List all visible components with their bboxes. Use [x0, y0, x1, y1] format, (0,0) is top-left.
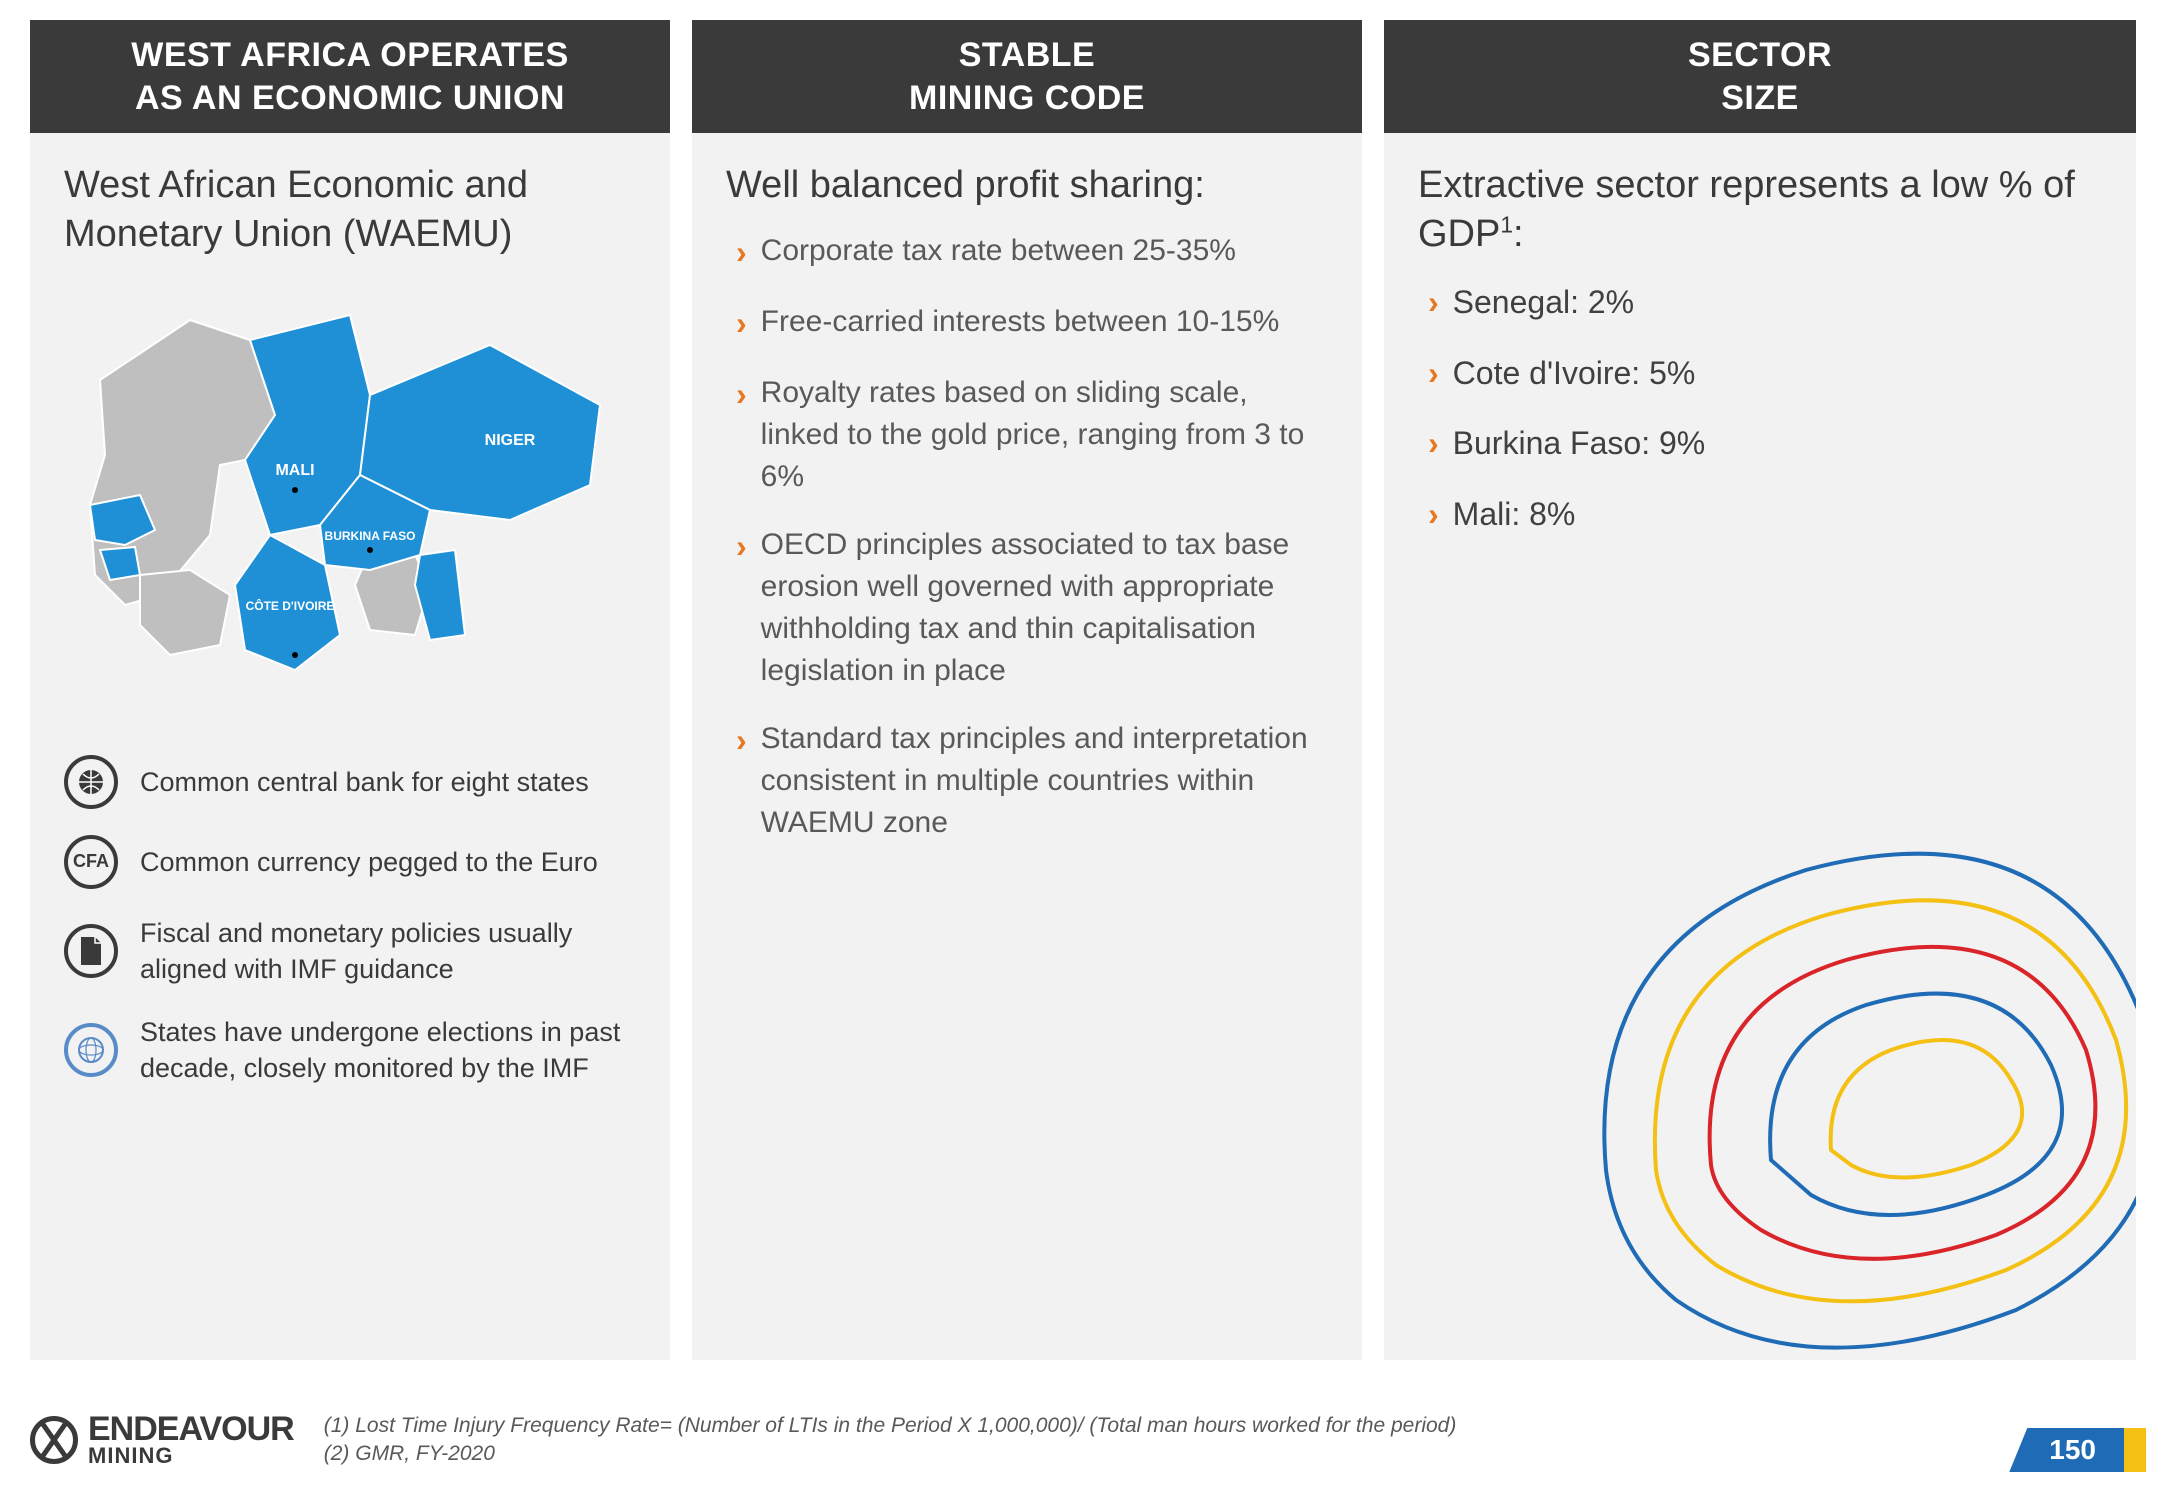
map-label-mali: MALI	[275, 462, 314, 479]
endeavour-logo: ENDEAVOUR MINING	[30, 1413, 294, 1466]
map-label-burkina: BURKINA FASO	[325, 529, 416, 543]
column-sector-size: SECTOR SIZE Extractive sector represents…	[1384, 20, 2136, 1360]
map-label-niger: NIGER	[485, 432, 536, 449]
map-dot	[292, 652, 298, 658]
map-dot	[367, 547, 373, 553]
page-number: 150	[2009, 1428, 2146, 1472]
bullet-text: Standard tax principles and interpretati…	[761, 718, 1328, 844]
globe2-icon	[64, 1023, 118, 1077]
chevron-icon: ›	[1428, 351, 1439, 396]
map-label-cote: CÔTE D'IVOIRE	[246, 598, 335, 613]
page-flag-accent	[2124, 1428, 2146, 1472]
col3-bullets: › Senegal: 2% › Cote d'Ivoire: 5% › Burkina…	[1418, 280, 2102, 537]
chevron-icon: ›	[736, 372, 747, 498]
col3-subtitle-text: Extractive sector represents a low % of …	[1418, 164, 2075, 255]
feature-text: States have undergone elections in past …	[140, 1014, 636, 1087]
document-icon	[64, 924, 118, 978]
footnote-line: (1) Lost Time Injury Frequency Rate= (Nu…	[324, 1412, 1457, 1440]
chevron-icon: ›	[736, 524, 747, 692]
map-neutral-3	[140, 570, 230, 655]
bullet-item: ›Royalty rates based on sliding scale, l…	[726, 372, 1328, 498]
bullet-item: › Mali: 8%	[1418, 492, 2102, 537]
bullet-item: › Cote d'Ivoire: 5%	[1418, 351, 2102, 396]
map-svg: NIGER MALI BURKINA FASO CÔTE D'IVOIRE	[70, 285, 630, 705]
cfa-icon: CFA	[64, 835, 118, 889]
feature-bank: Common central bank for eight states	[64, 755, 636, 809]
logo-bottom: MINING	[88, 1446, 294, 1467]
chevron-icon: ›	[736, 718, 747, 844]
chevron-icon: ›	[736, 230, 747, 275]
bullet-text: Senegal: 2%	[1453, 280, 1634, 325]
feature-text: Common currency pegged to the Euro	[140, 844, 598, 880]
col1-header: WEST AFRICA OPERATES AS AN ECONOMIC UNIO…	[30, 20, 670, 133]
logo-text: ENDEAVOUR MINING	[88, 1413, 294, 1466]
bullet-item: ›OECD principles associated to tax base …	[726, 524, 1328, 692]
globe-icon	[64, 755, 118, 809]
chevron-icon: ›	[1428, 280, 1439, 325]
bullet-text: Cote d'Ivoire: 5%	[1453, 351, 1696, 396]
bullet-text: Royalty rates based on sliding scale, li…	[761, 372, 1328, 498]
map-dot	[292, 487, 298, 493]
feature-fiscal: Fiscal and monetary policies usually ali…	[64, 915, 636, 988]
footnotes: (1) Lost Time Injury Frequency Rate= (Nu…	[324, 1412, 1457, 1469]
waemu-map: NIGER MALI BURKINA FASO CÔTE D'IVOIRE	[64, 285, 636, 710]
chevron-icon: ›	[1428, 492, 1439, 537]
page-number-value: 150	[2009, 1428, 2124, 1472]
col3-subtitle: Extractive sector represents a low % of …	[1418, 161, 2102, 260]
logo-mark-icon	[30, 1416, 78, 1464]
bullet-item: ›Standard tax principles and interpretat…	[726, 718, 1328, 844]
col2-bullets: › Corporate tax rate between 25-35% › Free…	[726, 230, 1328, 844]
column-mining-code: STABLE MINING CODE Well balanced profit …	[692, 20, 1362, 1360]
bullet-item: › Free-carried interests between 10-15%	[726, 301, 1328, 346]
slide-footer: ENDEAVOUR MINING (1) Lost Time Injury Fr…	[0, 1380, 2166, 1500]
map-benin	[415, 550, 465, 640]
chevron-icon: ›	[1428, 421, 1439, 466]
col3-header: SECTOR SIZE	[1384, 20, 2136, 133]
bullet-text: OECD principles associated to tax base e…	[761, 524, 1328, 692]
bullet-text: Corporate tax rate between 25-35%	[761, 230, 1236, 275]
feature-list: Common central bank for eight states CFA…	[64, 755, 636, 1087]
logo-top: ENDEAVOUR	[88, 1413, 294, 1445]
col1-body: West African Economic and Monetary Union…	[30, 133, 670, 1360]
footnote-line: (2) GMR, FY-2020	[324, 1440, 1457, 1468]
bullet-item: › Senegal: 2%	[1418, 280, 2102, 325]
slide-columns: WEST AFRICA OPERATES AS AN ECONOMIC UNIO…	[0, 0, 2166, 1360]
col1-subtitle: West African Economic and Monetary Union…	[64, 161, 636, 260]
bullet-text: Mali: 8%	[1453, 492, 1576, 537]
bullet-text: Free-carried interests between 10-15%	[761, 301, 1280, 346]
bullet-item: › Corporate tax rate between 25-35%	[726, 230, 1328, 275]
col2-subtitle: Well balanced profit sharing:	[726, 161, 1328, 210]
superscript: 1	[1500, 212, 1513, 238]
bullet-text: Burkina Faso: 9%	[1453, 421, 1706, 466]
chevron-icon: ›	[736, 301, 747, 346]
col3-body: Extractive sector represents a low % of …	[1384, 133, 2136, 1360]
col2-body: Well balanced profit sharing: › Corporate…	[692, 133, 1362, 1360]
column-economic-union: WEST AFRICA OPERATES AS AN ECONOMIC UNIO…	[30, 20, 670, 1360]
feature-currency: CFA Common currency pegged to the Euro	[64, 835, 636, 889]
feature-elections: States have undergone elections in past …	[64, 1014, 636, 1087]
col2-header: STABLE MINING CODE	[692, 20, 1362, 133]
feature-text: Fiscal and monetary policies usually ali…	[140, 915, 636, 988]
feature-text: Common central bank for eight states	[140, 764, 589, 800]
bullet-item: › Burkina Faso: 9%	[1418, 421, 2102, 466]
